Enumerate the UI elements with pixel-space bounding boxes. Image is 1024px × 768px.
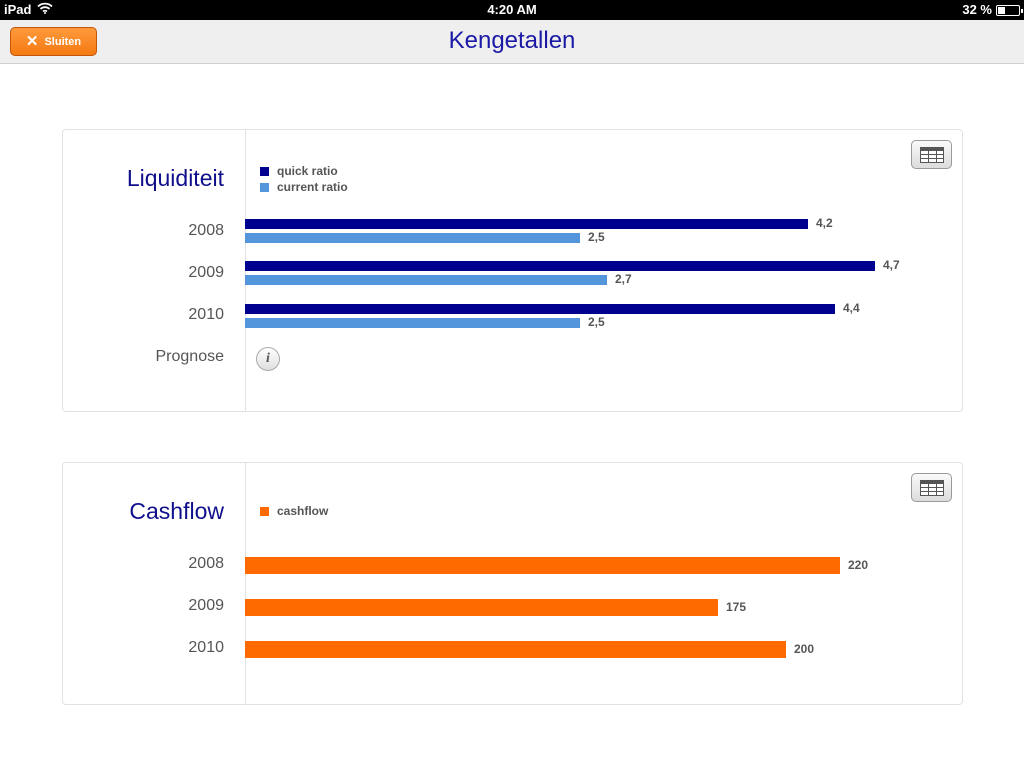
bar-quick-ratio-2008 [245,219,808,229]
row-label-2009: 2009 [188,597,224,614]
bar-value-label: 220 [848,557,869,572]
status-time: 4:20 AM [487,2,537,17]
bar-cashflow-2009 [245,599,718,616]
legend-label: quick ratio [277,164,338,178]
liquiditeit-panel: Liquiditeit quick ratio current ratio 20… [62,129,963,412]
bar-cashflow-2010 [245,641,786,658]
status-bar: iPad 4:20 AM 32 % [0,0,1024,20]
cashflow-legend: cashflow [260,503,328,519]
legend-item-current-ratio: current ratio [260,179,348,195]
legend-label: cashflow [277,504,329,518]
wifi-icon [37,2,54,17]
bar-value-label: 200 [794,641,815,656]
row-label-2008: 2008 [188,555,224,572]
bar-value-label: 4,7 [883,258,900,272]
bar-value-label: 2,5 [588,230,605,244]
cashflow-title: Cashflow [129,498,224,524]
bar-value-label: 2,7 [615,272,632,286]
bar-quick-ratio-2010 [245,304,835,314]
row-label-2010: 2010 [188,639,224,656]
bar-value-label: 2,5 [588,315,605,329]
close-button[interactable]: ✕ Sluiten [10,27,97,56]
bar-cashflow-2008 [245,557,840,574]
close-button-label: Sluiten [44,35,82,48]
panel-divider [245,463,246,704]
row-label-prognose: Prognose [155,348,225,365]
bar-value-label: 175 [726,599,747,614]
legend-item-cashflow: cashflow [260,503,328,519]
table-view-button[interactable] [911,140,952,169]
liquiditeit-legend: quick ratio current ratio [260,163,348,195]
bar-current-ratio-2009 [245,275,607,285]
nav-bar: ✕ Sluiten Kengetallen [0,20,1024,64]
legend-label: current ratio [277,180,348,194]
legend-swatch [260,506,269,516]
battery-icon [996,4,1023,16]
info-icon[interactable]: i [256,347,280,371]
table-icon [919,146,944,163]
bar-current-ratio-2010 [245,318,580,328]
battery-level [998,6,1006,14]
cashflow-panel: Cashflow cashflow 2008 2009 2010 220 175 2… [62,462,963,705]
close-icon: ✕ [25,33,39,50]
device-name: iPad [4,2,32,17]
row-label-2010: 2010 [188,306,224,323]
legend-swatch [260,166,269,176]
status-left: iPad [4,2,54,17]
bar-current-ratio-2008 [245,233,580,243]
liquiditeit-title: Liquiditeit [126,165,224,191]
bar-quick-ratio-2009 [245,261,875,271]
status-right: 32 % [962,2,1023,17]
table-icon [919,479,944,496]
row-label-2009: 2009 [188,264,224,281]
legend-swatch [260,182,269,192]
row-label-2008: 2008 [188,222,224,239]
table-view-button[interactable] [911,473,952,502]
page-title: Kengetallen [448,27,576,54]
bar-value-label: 4,2 [816,216,833,230]
legend-item-quick-ratio: quick ratio [260,163,348,179]
battery-percent: 32 % [962,2,992,17]
bar-value-label: 4,4 [843,301,860,315]
